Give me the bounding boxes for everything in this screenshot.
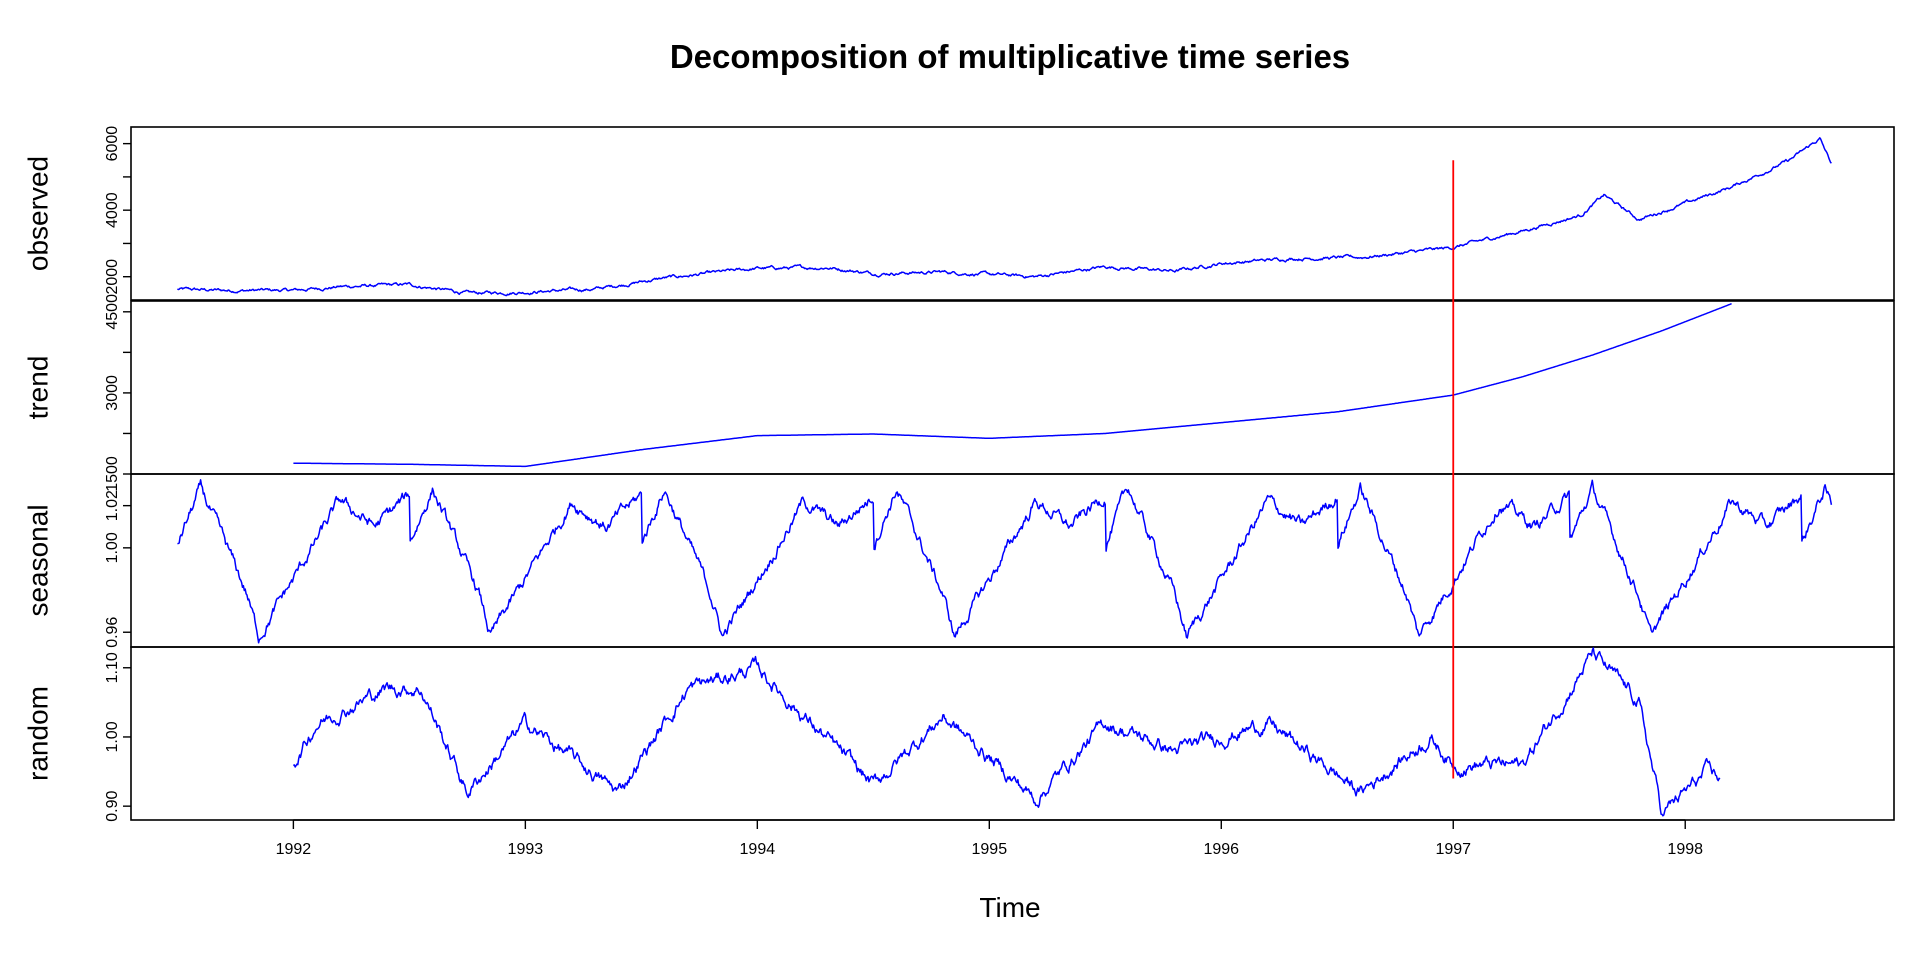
panel-frame-seasonal [130,473,1895,648]
panel-frame-observed [130,126,1895,301]
panel-trend: 1500 3000 4500 trend [22,294,1895,492]
x-tick-label: 1997 [1435,841,1471,858]
x-tick-label: 1993 [508,841,544,858]
y-tick-label-seasonal: 0.96 [104,617,121,648]
chart-title: Decomposition of multiplicative time ser… [670,38,1350,75]
panel-observed: 2000 4000 6000 observed [22,126,1895,301]
panels: 2000 4000 6000 observed 1500 3000 4500 trend 0.9… [22,126,1895,822]
x-tick-label: 1998 [1667,841,1703,858]
panel-label-trend: trend [22,356,53,420]
panel-seasonal: 0.96 1.00 1.02 seasonal [22,473,1895,648]
y-tick-label-observed: 2000 [104,259,121,295]
y-tick-label-observed: 6000 [104,126,121,162]
series-line-random [292,647,1721,817]
y-tick-label-observed: 4000 [104,192,121,228]
y-tick-label-random: 0.90 [104,790,121,821]
panel-label-observed: observed [22,156,53,271]
y-tick-label-random: 1.00 [104,721,121,752]
panel-frame-random [130,646,1895,821]
x-axis: 1992 1993 1994 1995 1996 1997 1998 [276,819,1703,858]
series-line-seasonal [177,479,1833,644]
x-tick-label: 1995 [972,841,1008,858]
y-tick-label-seasonal: 1.02 [104,490,121,521]
y-tick-label-trend: 1500 [104,456,121,492]
y-tick-label-trend: 4500 [104,294,121,330]
x-tick-label: 1992 [276,841,312,858]
x-axis-title: Time [979,892,1040,923]
panel-random: 0.90 1.00 1.10 random [22,646,1895,822]
y-tick-label-random: 1.10 [104,652,121,683]
panel-frame-trend [130,300,1895,475]
x-tick-label: 1994 [740,841,776,858]
y-tick-label-trend: 3000 [104,375,121,411]
series-line-observed [177,137,1832,297]
series-line-trend [293,302,1732,468]
panel-label-seasonal: seasonal [22,504,53,616]
y-tick-label-seasonal: 1.00 [104,532,121,563]
x-tick-label: 1996 [1203,841,1239,858]
panel-label-random: random [22,686,53,781]
